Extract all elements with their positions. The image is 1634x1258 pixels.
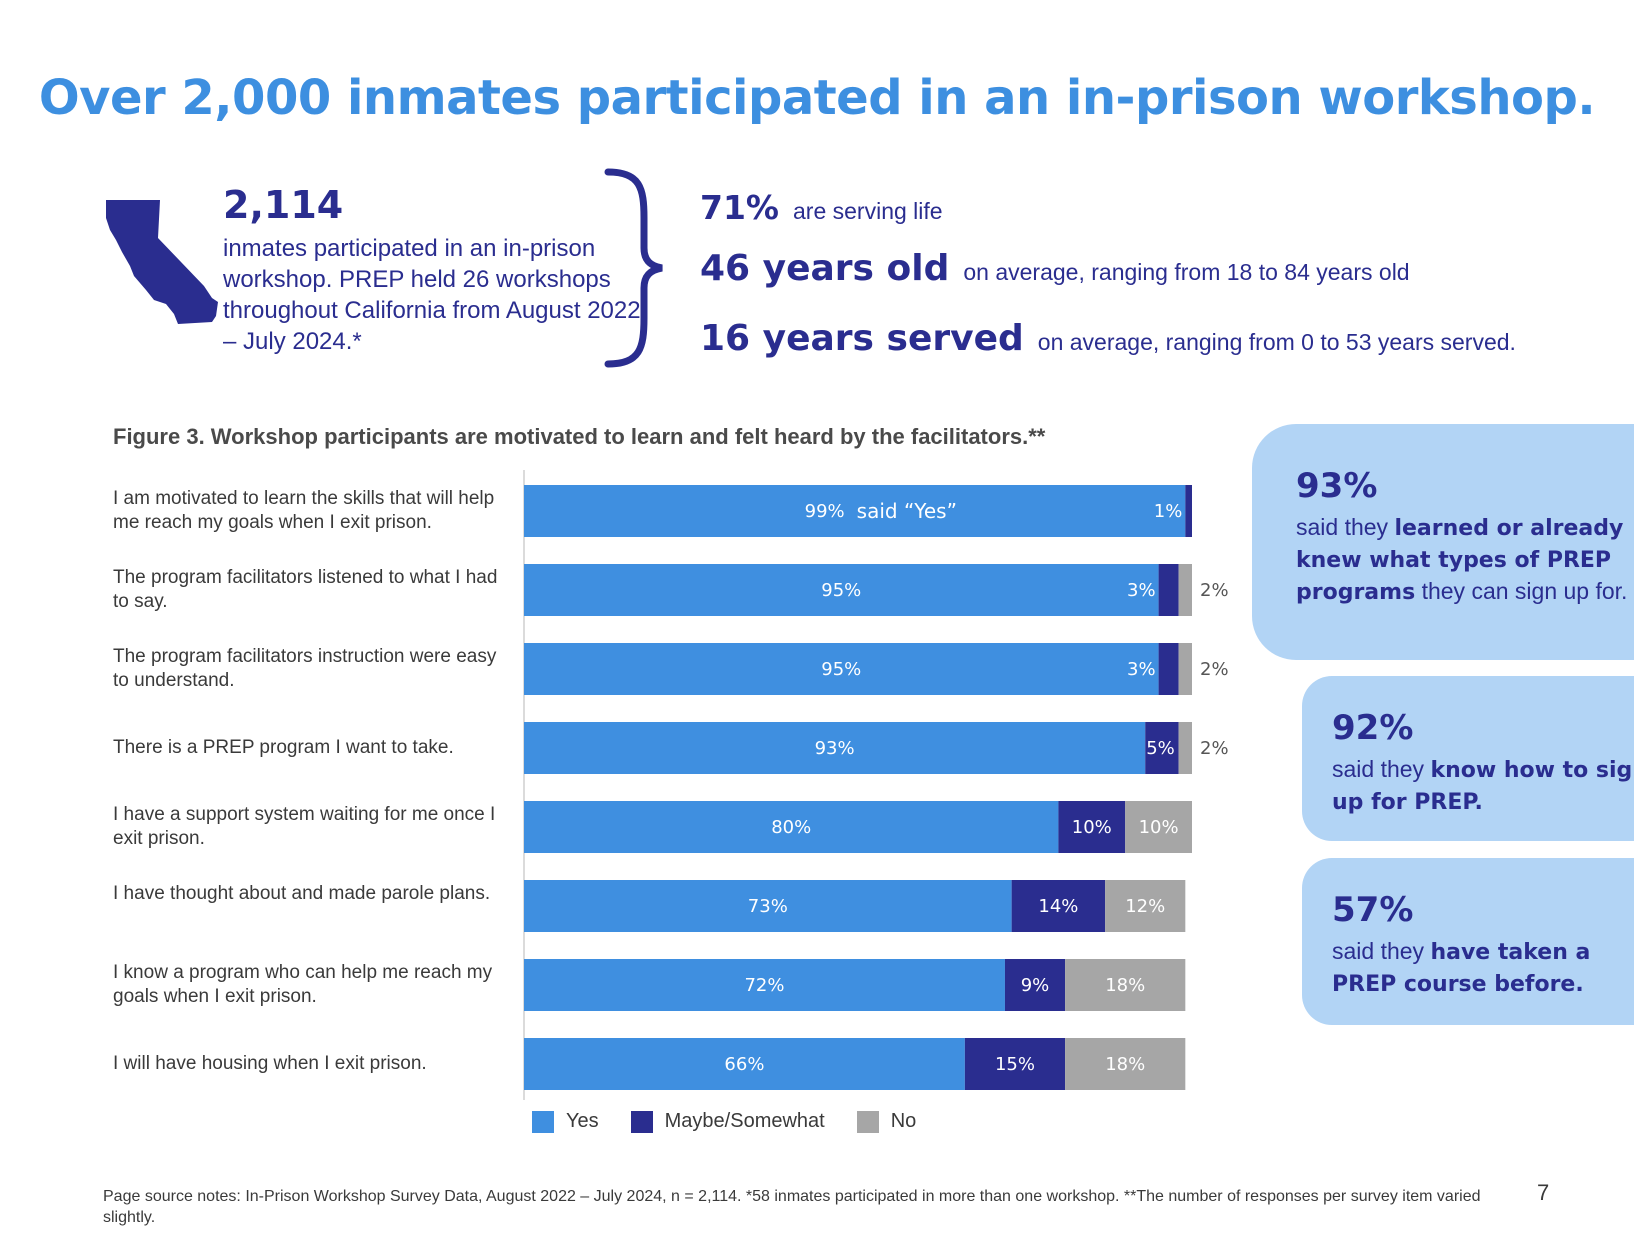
bar-segment-no [1178,643,1192,695]
chart-row-label: I am motivated to learn the skills that … [113,488,495,533]
stat-years-served: 16 years served on average, ranging from … [700,318,1516,359]
bar-segment-yes [524,485,1186,537]
legend-item: Maybe/Somewhat [630,1110,825,1133]
bar-value-label: 9% [1021,975,1050,996]
stat-big: 46 years old [700,248,950,289]
legend-swatch [630,1110,653,1133]
chart-row-label: I know a program who can help me reach m… [113,962,493,1007]
bar-segment-yes [524,801,1059,853]
callout-percent: 92% [1332,708,1414,748]
callout-know-programs: 93% said they learned or already knew wh… [1252,424,1634,660]
participant-count: 2,114 [223,183,344,227]
page-number: 7 [1537,1180,1550,1205]
stat-big: 71% [700,188,779,227]
bar-value-label: 10% [1072,817,1112,838]
bar-value-label: 10% [1139,817,1179,838]
legend-swatch [856,1110,879,1133]
bar-segment-maybe [1004,959,1066,1011]
callout-taken-course: 57% said they have taken a PREP course b… [1302,858,1634,1025]
callout-text-pre: said they [1332,938,1431,964]
bar-segment-no [1125,801,1192,853]
bar-value-label: 12% [1125,896,1165,917]
bar-value-label: 14% [1038,896,1078,917]
bar-value-label: 18% [1105,975,1145,996]
bar-annotation: said “Yes” [857,499,957,523]
participant-description: inmates participated in an in-prison wor… [223,235,641,355]
chart-row-label: The program facilitators instruction wer… [113,646,497,691]
callout-text-bold: learned or already knew what types of PR… [1296,516,1624,605]
callout-text: said they learned or already knew what t… [1296,512,1634,608]
stat-average-age: 46 years old on average, ranging from 18 … [700,248,1410,289]
bar-value-label: 1% [1154,501,1183,522]
callout-percent: 57% [1332,890,1414,930]
bar-value-label: 73% [748,896,788,917]
bar-value-label: 66% [724,1054,764,1075]
chart-row-label: I have thought about and made parole pla… [113,883,491,904]
chart-row-label: I will have housing when I exit prison. [113,1053,427,1074]
chart-row-label: I have a support system waiting for me o… [113,804,496,849]
bar-value-label: 2% [1200,659,1229,680]
bar-value-label: 15% [995,1054,1035,1075]
bar-value-label: 18% [1105,1054,1145,1075]
bar-value-label: 93% [815,738,855,759]
bar-segment-maybe [964,1038,1066,1090]
bar-value-label: 3% [1127,659,1156,680]
stat-small: on average, ranging from 0 to 53 years s… [1037,329,1516,355]
legend-item: Yes [532,1110,599,1133]
chart-row-label: There is a PREP program I want to take. [113,737,454,758]
bar-segment-maybe [1011,880,1106,932]
bar-value-label: 5% [1146,738,1175,759]
figure-title: Figure 3. Workshop participants are moti… [113,424,1046,449]
bar-segment-no [1178,564,1192,616]
callout-text: said they know how to sign up for PREP. [1332,754,1634,818]
chart-legend: Yes Maybe/Somewhat No [532,1110,948,1133]
page-title: Over 2,000 inmates participated in an in… [38,70,1596,126]
bar-segment-yes [524,1038,965,1090]
bar-value-label: 99% [805,501,845,522]
legend-label: No [890,1110,917,1132]
bar-segment-maybe [1145,722,1179,774]
bar-value-label: 3% [1127,580,1156,601]
stat-big: 16 years served [700,318,1024,359]
bar-segment-maybe [1158,643,1179,695]
bar-segment-yes [524,722,1146,774]
bar-segment-no [1065,959,1186,1011]
stat-small: are serving life [793,198,943,224]
bar-segment-maybe [1158,564,1179,616]
bar-value-label: 72% [744,975,784,996]
curly-brace-icon [604,168,663,368]
callout-text-post: they can sign up for. [1415,578,1628,604]
bar-value-label: 2% [1200,580,1229,601]
bar-segment-yes [524,880,1012,932]
callout-text-bold: have taken a PREP course before. [1332,940,1591,997]
bar-segment-maybe [1058,801,1126,853]
callout-text: said they have taken a PREP course befor… [1332,936,1634,1000]
callout-percent: 93% [1296,466,1378,506]
callout-text-pre: said they [1296,514,1395,540]
bar-segment-no [1065,1038,1186,1090]
legend-label: Maybe/Somewhat [664,1110,825,1132]
legend-item: No [856,1110,917,1133]
bar-value-label: 2% [1200,738,1229,759]
bar-segment-no [1105,880,1186,932]
bar-value-label: 80% [771,817,811,838]
bar-segment-yes [524,643,1159,695]
callout-text-bold: know how to sign up for PREP. [1332,758,1634,815]
bar-segment-no [1178,722,1192,774]
bar-segment-yes [524,564,1159,616]
source-note: Page source notes: In-Prison Workshop Su… [103,1188,1481,1226]
california-map-icon [106,200,218,324]
legend-label: Yes [566,1110,599,1132]
bar-segment-maybe [1185,485,1192,537]
chart-row-label: The program facilitators listened to wha… [113,567,498,612]
callout-text-pre: said they [1332,756,1431,782]
bar-value-label: 95% [821,580,861,601]
bar-value-label: 95% [821,659,861,680]
stat-serving-life: 71% are serving life [700,188,943,227]
callout-know-signup: 92% said they know how to sign up for PR… [1302,676,1634,841]
stacked-bar-chart: 99% said “Yes” 1% 95% 3% 2% 95% 3% 2% 93% 5% 2% 80% 1… [523,470,1229,1100]
stat-small: on average, ranging from 18 to 84 years … [963,259,1410,285]
bar-segment-yes [524,959,1005,1011]
legend-swatch [532,1110,554,1133]
